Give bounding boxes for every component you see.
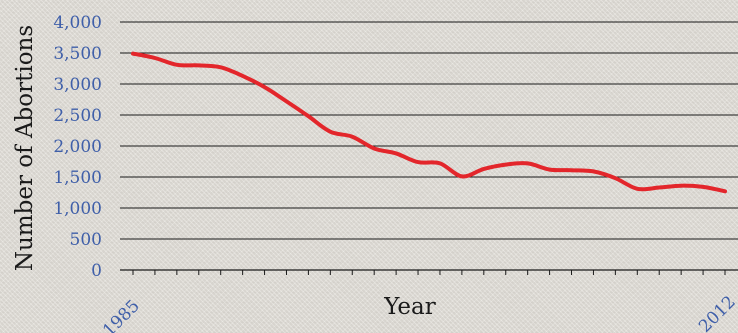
y-tick-label: 500 [70,230,102,250]
x-tick-label-start: 1985 [99,296,144,333]
series-line [131,51,727,194]
y-axis-title: Number of Abortions [12,25,38,271]
y-tick-label: 4,000 [53,13,102,33]
y-tick-label: 2,000 [53,137,102,157]
y-tick-labels: 0 500 1,000 1,500 2,000 2,500 3,000 3,500 4,000 [53,13,102,281]
y-tick-label: 3,000 [53,75,102,95]
x-minor-ticks [132,270,726,275]
x-axis-title: Year [383,294,436,320]
y-tick-label: 1,000 [53,199,102,219]
y-tick-label: 0 [91,261,102,281]
y-tick-label: 2,500 [53,106,102,126]
y-tick-label: 1,500 [53,168,102,188]
gridlines [120,21,738,240]
x-tick-label-end: 2012 [695,292,738,333]
y-tick-label: 3,500 [53,44,102,64]
